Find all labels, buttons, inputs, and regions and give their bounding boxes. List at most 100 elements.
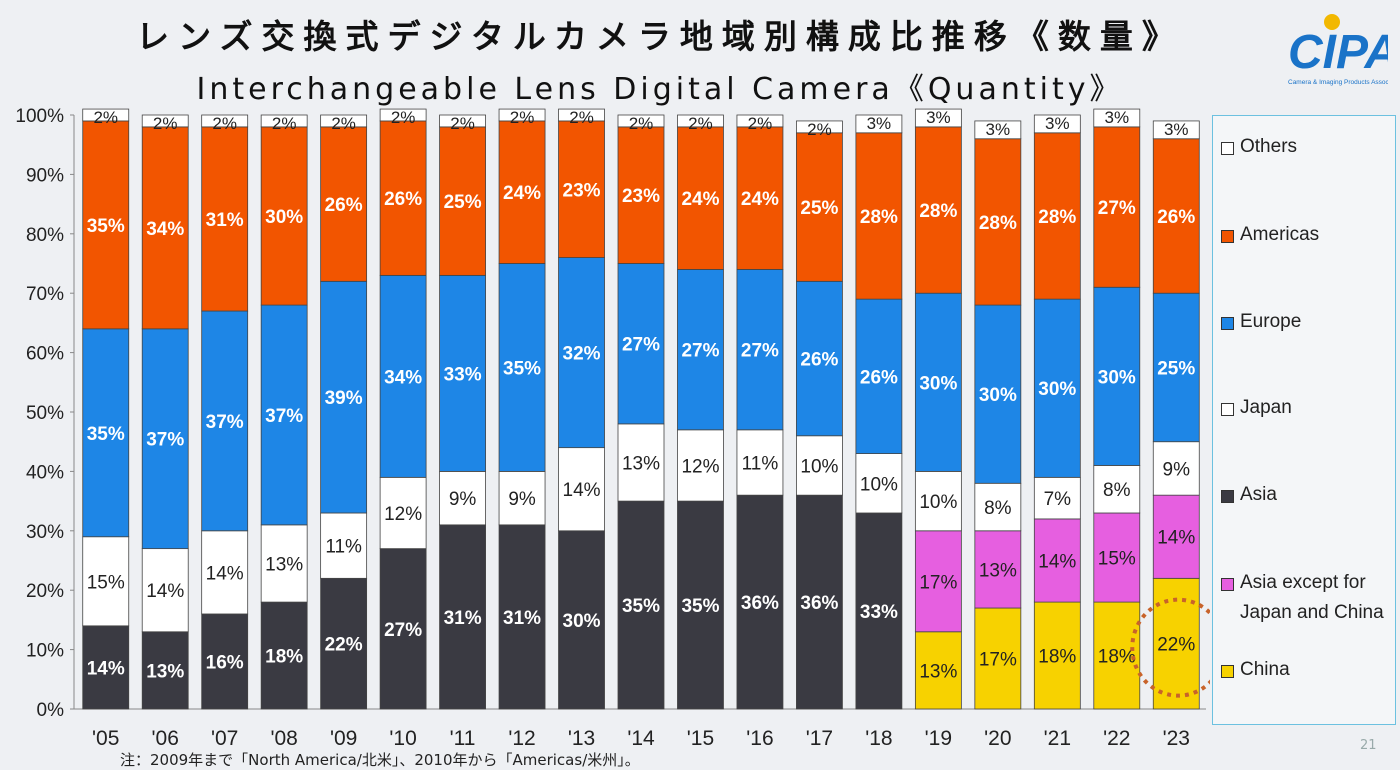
data-label-japan: 12% bbox=[681, 456, 719, 477]
data-label-japan: 14% bbox=[563, 480, 601, 501]
legend-item-asia: Asia bbox=[1221, 480, 1400, 510]
footnote: 注：2009年まで「North America/北米」、2010年から「Amer… bbox=[120, 751, 640, 769]
legend-item-others: Others bbox=[1221, 132, 1400, 162]
data-label-japan: 15% bbox=[87, 572, 125, 593]
data-label-europe: 35% bbox=[87, 424, 125, 445]
data-label-asia-except-for-japan-and-china: 15% bbox=[1098, 549, 1136, 570]
bar-segment-others bbox=[677, 114, 724, 128]
x-tick-label: '20 bbox=[984, 727, 1011, 750]
legend-item-europe: Europe bbox=[1221, 307, 1400, 337]
bar-segment-japan bbox=[974, 482, 1022, 532]
bar-segment-japan bbox=[379, 476, 427, 550]
data-label-japan: 13% bbox=[265, 554, 303, 575]
highlight-circle bbox=[1130, 597, 1210, 698]
legend-item-asia-except-for-japan-and-china: Asia except for Japan and China bbox=[1221, 568, 1400, 628]
bar-segment-europe bbox=[320, 280, 368, 514]
bar-segment-americas bbox=[1152, 138, 1200, 294]
data-label-asia: 16% bbox=[206, 652, 244, 673]
x-tick-label: '21 bbox=[1044, 727, 1071, 750]
data-label-others: 3% bbox=[986, 120, 1011, 139]
y-tick-label: 0% bbox=[37, 700, 65, 721]
bar-segment-europe bbox=[379, 274, 427, 478]
bar-segment-americas bbox=[855, 132, 903, 300]
legend-label: Americas bbox=[1240, 224, 1320, 245]
bar-segment-others bbox=[855, 114, 903, 134]
x-tick-label: '07 bbox=[211, 727, 238, 750]
legend: Others Americas Europe Japan Asia Asia except… bbox=[1212, 115, 1396, 725]
bar-segment-asia bbox=[498, 524, 546, 710]
x-tick-label: '23 bbox=[1163, 727, 1190, 750]
y-tick-label: 20% bbox=[26, 581, 64, 602]
legend-item-china: China bbox=[1221, 655, 1400, 685]
svg-text:Camera & Imaging Products Asso: Camera & Imaging Products Association bbox=[1288, 79, 1388, 86]
x-tick-label: '17 bbox=[806, 727, 833, 750]
bar-segment-americas bbox=[1033, 132, 1081, 300]
x-tick-label: '10 bbox=[389, 727, 416, 750]
legend-swatch bbox=[1221, 142, 1234, 155]
legend-swatch bbox=[1221, 665, 1234, 678]
data-label-europe: 25% bbox=[1157, 358, 1195, 379]
bar-segment-europe bbox=[260, 304, 308, 526]
data-label-others: 2% bbox=[629, 114, 654, 133]
legend-swatch bbox=[1221, 230, 1234, 243]
data-label-others: 3% bbox=[926, 108, 951, 127]
bar-segment-asia bbox=[796, 494, 843, 710]
data-label-others: 3% bbox=[1105, 108, 1130, 127]
legend-label: Others bbox=[1240, 136, 1298, 157]
legend-label: Asia bbox=[1240, 484, 1277, 505]
data-label-americas: 26% bbox=[1157, 207, 1195, 228]
bar-segment-europe bbox=[677, 269, 724, 431]
x-tick-label: '05 bbox=[92, 727, 119, 750]
legend-swatch bbox=[1221, 578, 1234, 591]
data-label-japan: 11% bbox=[742, 453, 779, 474]
legend-label: Europe bbox=[1240, 311, 1302, 332]
bar-segment-europe bbox=[855, 298, 903, 454]
data-label-americas: 28% bbox=[919, 201, 957, 222]
bar-segment-americas bbox=[617, 126, 665, 264]
data-label-japan: 10% bbox=[860, 474, 898, 495]
data-label-asia-except-for-japan-and-china: 14% bbox=[1157, 528, 1195, 549]
bar-segment-europe bbox=[1152, 292, 1200, 443]
legend-item-japan: Japan bbox=[1221, 393, 1400, 423]
bar-segment-china bbox=[914, 631, 962, 710]
data-label-china: 13% bbox=[919, 661, 957, 682]
bar-segment-europe bbox=[1033, 298, 1081, 478]
bar-segment-others bbox=[141, 114, 189, 128]
data-label-asia: 36% bbox=[800, 593, 838, 614]
data-label-asia: 14% bbox=[87, 658, 125, 679]
bar-segment-americas bbox=[439, 126, 486, 276]
x-tick-label: '11 bbox=[450, 727, 476, 750]
bar-segment-japan bbox=[736, 429, 784, 496]
data-label-europe: 30% bbox=[1038, 379, 1076, 400]
legend-label: Japan bbox=[1240, 397, 1292, 418]
bar-segment-asia bbox=[260, 601, 308, 710]
data-label-europe: 27% bbox=[741, 341, 779, 362]
bar-segment-asia bbox=[736, 494, 784, 710]
bar-segment-americas bbox=[201, 126, 249, 312]
bar-segment-others bbox=[498, 108, 546, 122]
bar-segment-others bbox=[1033, 114, 1081, 134]
stacked-bar-chart: 0% 10% 20% 30% 40% 50% 60% 70% 80% 90% 100% 14% 15% 3… bbox=[15, 106, 1210, 750]
data-label-asia: 30% bbox=[563, 611, 601, 632]
data-label-china: 17% bbox=[979, 650, 1017, 671]
legend-item-americas: Americas bbox=[1221, 220, 1400, 250]
x-tick-label: '12 bbox=[508, 727, 535, 750]
data-label-others: 2% bbox=[688, 114, 713, 133]
data-label-japan: 9% bbox=[1163, 459, 1191, 480]
bar-segment-americas bbox=[677, 126, 724, 270]
x-tick-label: '13 bbox=[568, 727, 595, 750]
bar-segment-japan bbox=[1093, 465, 1141, 514]
bar-segment-others bbox=[439, 114, 486, 128]
data-label-others: 2% bbox=[93, 108, 118, 127]
y-tick-label: 60% bbox=[26, 344, 64, 365]
bar-segment-europe bbox=[974, 304, 1022, 484]
data-label-europe: 30% bbox=[919, 373, 957, 394]
bar-segment-japan bbox=[439, 470, 486, 526]
data-label-asia: 22% bbox=[325, 635, 363, 656]
legend-label: Asia except for Japan and China bbox=[1240, 572, 1384, 623]
bar-segment-japan bbox=[141, 548, 189, 633]
data-label-asia: 13% bbox=[146, 661, 184, 682]
bar-segment-others bbox=[201, 114, 249, 128]
bar-segment-europe bbox=[796, 280, 843, 437]
bar-segment-europe bbox=[141, 328, 189, 550]
